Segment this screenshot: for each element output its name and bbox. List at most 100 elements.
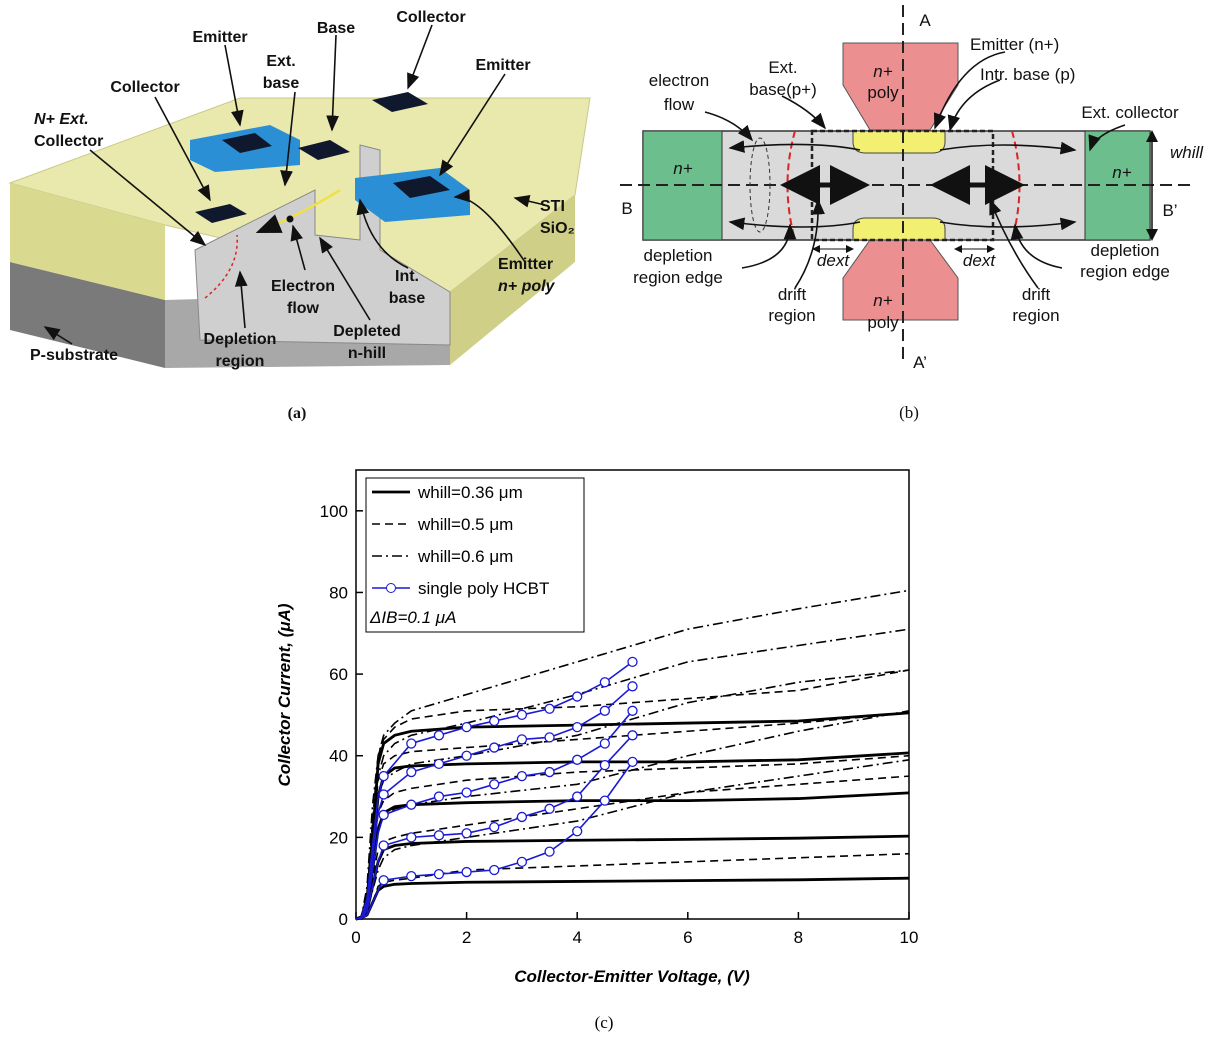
marker	[378, 840, 389, 851]
marker	[406, 766, 417, 778]
emitter-top	[852, 130, 946, 154]
legend-label: whill=0.5 μm	[417, 515, 513, 534]
legend-marker	[386, 583, 396, 593]
flow	[728, 140, 861, 153]
marker	[489, 742, 500, 753]
marker	[461, 787, 472, 798]
panel-a: Emitter Base Collector Collector Ext. ba…	[8, 9, 591, 422]
label: dext	[963, 251, 996, 270]
label: Emitter	[192, 29, 247, 46]
y-axis-label: Collector Current, (μA)	[275, 603, 294, 786]
annotation: ΔIB=0.1 μA	[369, 608, 456, 627]
contact	[393, 176, 450, 198]
electron-flow	[255, 188, 341, 234]
marker	[627, 681, 638, 692]
curve	[355, 876, 910, 921]
label: Ext.	[768, 58, 797, 77]
marker	[599, 795, 610, 806]
pointer	[319, 236, 371, 321]
sti-side	[450, 195, 575, 365]
pointer	[1010, 223, 1063, 269]
label: drift	[1022, 285, 1051, 304]
label: A’	[913, 353, 927, 372]
label: n-hill	[348, 345, 386, 362]
contact	[298, 140, 350, 160]
label: A	[919, 11, 931, 30]
curve	[355, 791, 910, 921]
electron-cloud	[749, 137, 771, 233]
legend-box	[365, 477, 585, 633]
pointer	[989, 198, 1039, 289]
x-tick-label: 0	[351, 928, 360, 947]
label: depletion	[643, 246, 712, 265]
marker	[461, 750, 472, 761]
pointer	[933, 51, 1006, 130]
label: Intr. base (p)	[980, 65, 1075, 84]
label: base(p+)	[749, 80, 817, 99]
pointer	[89, 149, 207, 247]
label: flow	[664, 95, 695, 114]
marker	[406, 870, 417, 882]
label: Collector	[110, 79, 179, 96]
label: drift	[778, 285, 807, 304]
label: SiO₂	[540, 220, 575, 237]
flow	[728, 217, 861, 231]
caption: (a)	[288, 405, 307, 422]
pointer	[234, 270, 248, 329]
marker	[627, 730, 638, 741]
label: Depletion	[204, 331, 277, 348]
label: Depleted	[333, 323, 401, 340]
pointer	[280, 91, 296, 187]
pointer	[326, 34, 340, 132]
label: n+	[673, 159, 692, 178]
marker	[544, 732, 555, 743]
pointer	[794, 198, 825, 289]
marker	[572, 754, 583, 765]
marker	[461, 828, 472, 839]
contact	[195, 204, 247, 223]
label: Int.	[395, 268, 419, 285]
pointer	[224, 44, 244, 127]
y-tick-label: 0	[339, 910, 348, 929]
chart: Collector-Emitter Voltage, (V) Collector…	[275, 469, 918, 1032]
marker	[516, 734, 528, 745]
curve	[355, 628, 910, 920]
contact	[372, 92, 428, 112]
label: B’	[1162, 201, 1177, 220]
x-tick-label: 4	[572, 928, 581, 947]
pointer	[947, 79, 1001, 132]
legend-label: single poly HCBT	[418, 579, 549, 598]
marker	[378, 789, 389, 800]
curve	[355, 589, 910, 920]
marker	[433, 758, 445, 770]
depletion-edge	[204, 234, 238, 299]
depletion-edge	[1011, 130, 1021, 241]
label: poly	[867, 83, 899, 102]
caption: (c)	[595, 1013, 614, 1032]
pointer	[356, 198, 409, 269]
pointer	[43, 326, 73, 345]
pointer	[453, 189, 526, 263]
label: Emitter (n+)	[970, 35, 1059, 54]
marker	[378, 770, 389, 782]
y-tick-label: 100	[320, 502, 348, 521]
label: Collector	[396, 9, 465, 26]
label: region edge	[1080, 262, 1170, 281]
marker	[516, 709, 528, 721]
label: n+ poly	[498, 278, 556, 295]
label: dext	[817, 251, 850, 270]
label: N+ Ext.	[34, 111, 89, 128]
x-tick-label: 8	[794, 928, 803, 947]
poly-top	[842, 42, 959, 131]
flow	[939, 217, 1077, 231]
marker	[599, 738, 610, 749]
label: depletion	[1090, 241, 1159, 260]
label: region	[768, 306, 815, 325]
caption: (b)	[899, 403, 919, 422]
label: region	[1012, 306, 1059, 325]
pointer	[513, 195, 546, 208]
x-tick-label: 2	[462, 928, 471, 947]
label: electron	[649, 71, 709, 90]
pointer	[154, 96, 211, 202]
label: n+	[873, 62, 892, 81]
